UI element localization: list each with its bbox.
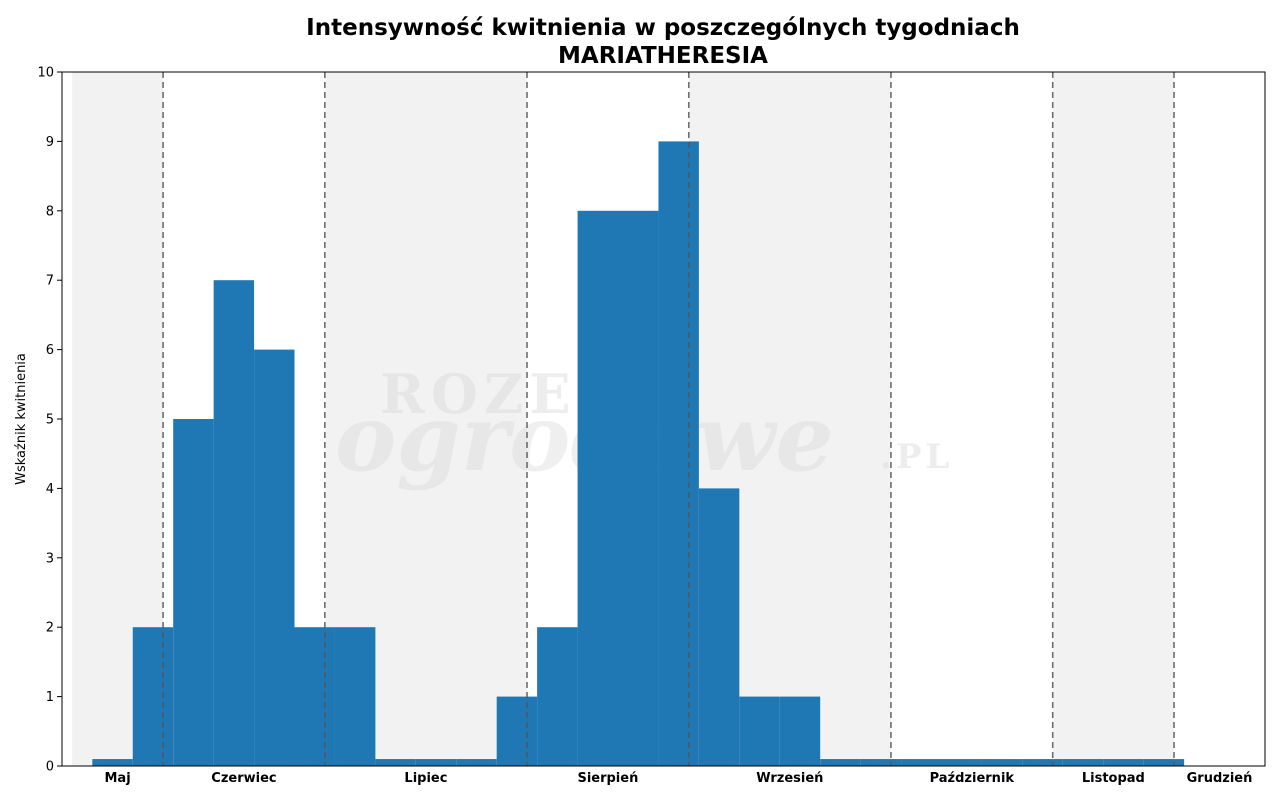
bar-week-25 [1062, 759, 1104, 766]
month-band-6 [1052, 72, 1175, 766]
chart-title: Intensywność kwitnienia w poszczególnych… [306, 15, 1020, 41]
month-band-7 [1174, 72, 1265, 766]
y-tick-label-6: 6 [46, 343, 54, 358]
bar-week-5 [254, 349, 295, 766]
month-label-5: Październik [930, 771, 1015, 786]
month-label-3: Sierpień [577, 771, 638, 786]
bar-week-10 [456, 759, 497, 766]
month-label-6: Listopad [1082, 771, 1145, 786]
bar-week-26 [1103, 759, 1144, 766]
bar-week-17 [739, 696, 780, 766]
bar-week-18 [779, 696, 821, 766]
month-label-1: Czerwiec [211, 771, 276, 786]
month-label-4: Wrzesień [756, 771, 823, 786]
bar-series [92, 141, 1185, 767]
month-dividers [162, 72, 1175, 766]
y-tick-label-8: 8 [46, 204, 54, 219]
month-band-5 [890, 72, 1053, 766]
y-tick-label-0: 0 [46, 760, 54, 775]
y-tick-label-3: 3 [46, 551, 54, 566]
bar-week-19 [820, 759, 861, 766]
bar-week-9 [415, 759, 457, 766]
bar-week-12 [537, 627, 578, 766]
bar-week-4 [213, 280, 255, 766]
bar-week-6 [294, 627, 335, 766]
bar-week-3 [173, 419, 214, 766]
bar-week-11 [496, 696, 538, 766]
bar-week-2 [132, 627, 174, 766]
y-tick-label-4: 4 [46, 482, 54, 497]
chart-subtitle: MARIATHERESIA [558, 43, 768, 69]
month-labels: Maj Czerwiec Lipiec Sierpień Wrzesień Paździe… [105, 771, 1253, 786]
bar-week-23 [981, 759, 1023, 766]
bar-week-15 [658, 141, 699, 766]
y-tick-label-2: 2 [46, 621, 54, 636]
bar-week-21 [901, 759, 942, 766]
bar-week-7 [334, 627, 376, 766]
y-tick-label-10: 10 [37, 66, 54, 81]
y-tick-label-1: 1 [46, 690, 54, 705]
bar-week-27 [1143, 759, 1185, 766]
y-axis: 0 1 2 3 4 5 6 7 8 9 10 [37, 66, 62, 775]
bar-week-20 [860, 759, 902, 766]
bar-week-13 [577, 210, 619, 767]
bar-week-8 [375, 759, 416, 766]
y-tick-label-9: 9 [46, 135, 54, 150]
y-axis-label: Wskaźnik kwitnienia [14, 353, 29, 485]
bar-week-16 [698, 488, 740, 766]
month-label-2: Lipiec [404, 771, 447, 786]
y-tick-label-5: 5 [46, 413, 54, 428]
bar-week-24 [1022, 759, 1063, 766]
month-label-7: Grudzień [1187, 771, 1253, 786]
watermark-line1: ROZE [380, 362, 577, 426]
bar-week-1 [92, 759, 133, 766]
bar-week-22 [941, 759, 982, 766]
month-label-0: Maj [105, 771, 131, 786]
bar-week-14 [618, 210, 659, 767]
y-tick-label-7: 7 [46, 274, 54, 289]
